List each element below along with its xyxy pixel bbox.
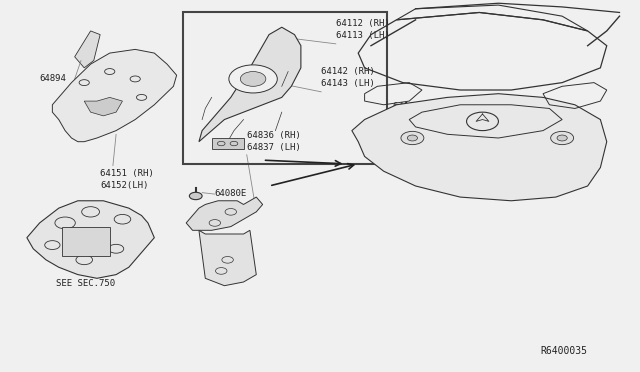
Text: 64142 (RH)
64143 (LH): 64142 (RH) 64143 (LH) (321, 67, 375, 88)
Polygon shape (199, 230, 256, 286)
Circle shape (241, 71, 266, 86)
Circle shape (550, 131, 573, 145)
Circle shape (229, 65, 277, 93)
Polygon shape (75, 31, 100, 68)
Text: 64080E: 64080E (215, 189, 247, 198)
Text: R6400035: R6400035 (541, 346, 588, 356)
Polygon shape (186, 197, 262, 230)
Text: 64894: 64894 (40, 74, 67, 83)
Text: SEE SEC.750: SEE SEC.750 (56, 279, 115, 288)
Bar (183, 13, 387, 164)
Text: 64151 (RH)
64152(LH): 64151 (RH) 64152(LH) (100, 169, 154, 190)
Polygon shape (84, 97, 122, 116)
Polygon shape (212, 138, 244, 149)
Text: 64836 (RH)
64837 (LH): 64836 (RH) 64837 (LH) (246, 131, 300, 152)
Text: 64100 (RH)
64101 (LH): 64100 (RH) 64101 (LH) (394, 102, 447, 123)
Polygon shape (352, 94, 607, 201)
Circle shape (407, 135, 417, 141)
Text: 64112 (RH)
64113 (LH): 64112 (RH) 64113 (LH) (336, 19, 390, 40)
Circle shape (401, 131, 424, 145)
Bar (62, 227, 109, 256)
Polygon shape (27, 201, 154, 278)
Circle shape (557, 135, 567, 141)
Polygon shape (199, 27, 301, 142)
Polygon shape (52, 49, 177, 142)
Circle shape (189, 192, 202, 200)
